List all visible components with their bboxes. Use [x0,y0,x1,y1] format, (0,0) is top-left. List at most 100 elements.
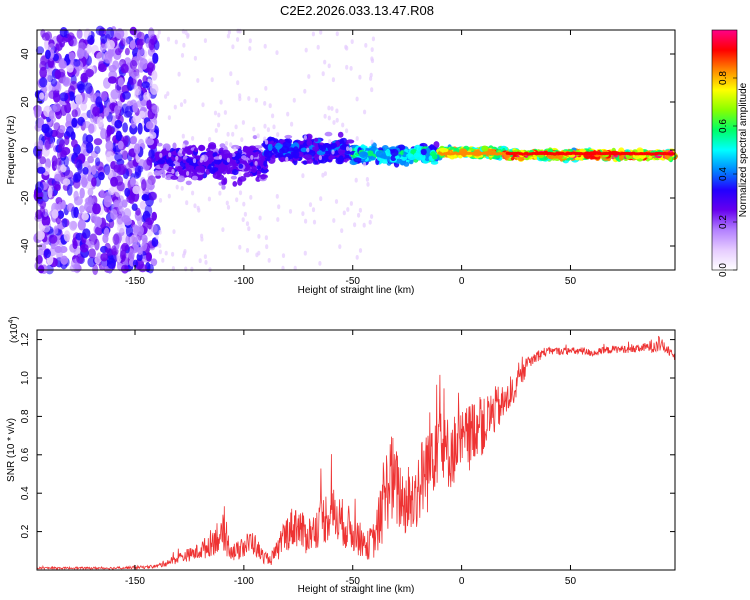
spectrogram-blob [164,94,168,99]
spectrogram-blob [268,103,272,109]
snr-y-label: SNR (10 * v/v) [6,418,17,482]
spectrogram-blob [170,175,179,180]
spectrogram-blob [136,38,143,50]
spectrogram-blob [248,46,252,51]
spectrogram-blob [157,29,161,35]
spectrogram-blob [147,263,154,274]
spectrogram-blob [242,201,246,207]
spectrogram-blob [293,146,299,153]
spectrogram-blob [124,47,130,56]
spectrogram-blob [257,234,261,239]
spectrogram-blob [265,244,269,250]
spectrogram-blob [42,224,51,233]
spectrogram-blob [114,105,121,116]
spectrogram-blob [339,144,348,150]
spectrogram-blob [425,153,431,158]
spectrogram-blob [54,173,62,182]
colorbar-ticks: 0.0 0.2 0.4 0.6 0.8 [718,71,737,277]
spectrogram-blob [199,158,203,163]
spectrogram-blob [176,175,186,183]
spectrogram-blob [370,58,375,64]
spectrogram-blob [148,149,155,160]
spectrogram-blob [263,123,267,129]
spectrogram-y-tick-label: 40 [20,48,31,60]
spectrogram-blob [79,187,85,199]
spectrogram-blob [120,63,129,74]
spectrogram-blob [146,156,153,166]
spectrogram-blob [53,122,61,131]
spectrogram-blob [117,77,124,87]
spectrogram-blob [39,77,48,88]
spectrogram-blob [117,140,124,150]
spectrogram-blob [275,142,282,150]
spectrogram-blob [219,99,223,105]
spectrogram-blob [36,230,45,241]
spectrogram-blob [171,251,175,257]
spectrogram-y-ticks: -40 -20 0 20 40 [20,48,675,253]
spectrogram-blob [54,43,60,54]
spectrogram-blob [394,155,400,159]
spectrogram-blob [148,191,158,201]
spectrogram-blob [82,228,91,239]
spectrogram-blob [57,143,64,153]
spectrogram-blob [371,36,375,42]
spectrogram-blob [183,99,187,104]
spectrogram-blob [95,157,101,167]
spectrogram-blob [327,63,331,69]
spectrogram-blob [45,49,51,60]
spectrogram-blob [342,210,346,216]
spectrogram-blob [175,155,179,161]
spectrogram-blob [161,258,165,263]
spectrogram-y-tick-label: -40 [20,238,31,253]
spectrogram-blob [243,211,247,217]
spectrogram-blob [229,142,233,148]
spectrogram-blob [137,122,143,135]
spectrogram-blob [62,218,68,228]
spectrogram-blob [345,128,349,134]
spectrogram-blob [224,141,229,146]
spectrogram-blob [48,110,55,120]
spectrogram-blob [341,122,345,128]
spectrogram-blob [34,123,42,132]
spectrogram-blob [80,143,87,155]
spectrogram-blob [413,152,421,158]
spectrogram-blob [134,85,142,96]
spectrogram-blob [300,147,307,153]
spectrogram-blob [136,252,143,262]
spectrogram-blob [131,203,138,211]
spectrogram-blob [217,112,221,118]
colorbar: 0.0 0.2 0.4 0.6 0.8 Normalized spectral ampl… [711,29,749,277]
spectrogram-blob [72,240,78,250]
spectrogram-blob [133,143,141,155]
spectrogram-blob [227,29,231,35]
spectrogram-blob [52,102,62,112]
spectrogram-blob [157,142,163,147]
snr-y-tick-label: 1.0 [20,371,31,385]
spectrogram-blob [155,234,159,240]
spectrogram-blob [120,249,127,261]
spectrogram-blob [226,157,230,163]
snr-y-tick-label: 0.4 [20,486,31,500]
spectrogram-blob [132,185,141,195]
spectrogram-blob [338,155,344,159]
spectrogram-blob [150,35,157,46]
spectrogram-blob [158,229,162,235]
spectrogram-blob [286,111,290,117]
spectrogram-blob [82,121,91,129]
spectrogram-blob [168,152,172,158]
spectrogram-blob [247,96,251,101]
spectrogram-blob [231,44,235,50]
spectrogram-blob [235,159,240,164]
spectrogram-blob [301,173,305,179]
spectrogram-blob [252,135,258,140]
spectrogram-blob [117,205,124,215]
spectrogram-blob [217,122,221,128]
spectrogram-blob [166,36,171,42]
spectrogram-blob [370,139,374,145]
spectrogram-blob [130,71,140,79]
spectrogram-blob [121,242,129,252]
spectrogram-blob [60,104,68,117]
spectrogram-blob [38,264,45,274]
spectrogram-blob [51,209,59,219]
spectrogram-blob [358,207,362,213]
